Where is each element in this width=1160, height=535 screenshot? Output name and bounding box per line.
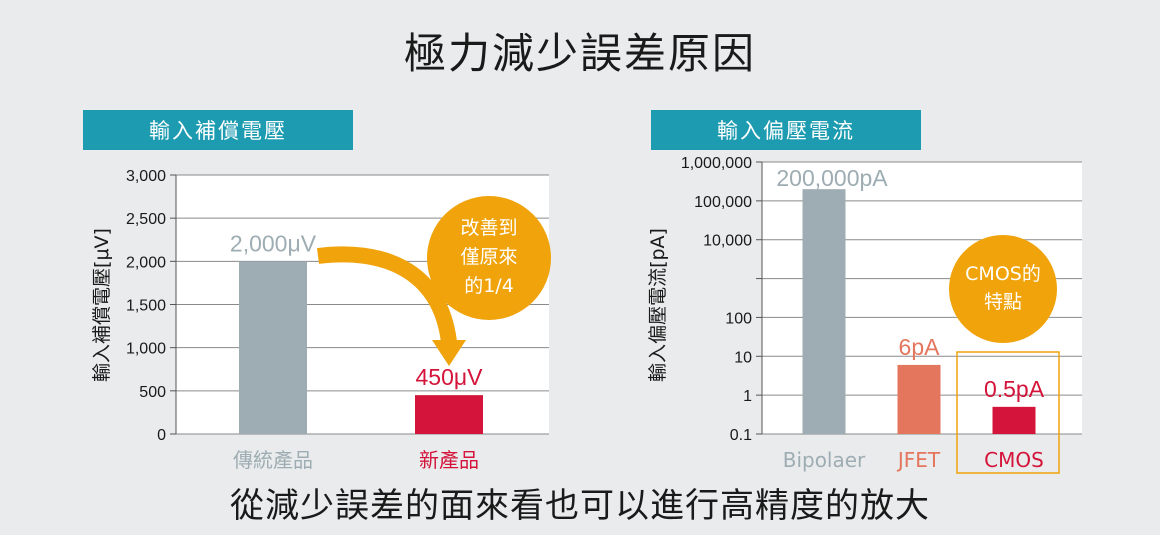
bias-current-chart: 0.1 1 10 100 10,000 100,000 1,000,000 200,000p… [647, 155, 1082, 474]
category-label: CMOS [984, 448, 1044, 472]
bar [239, 261, 307, 434]
callout-bubble [949, 235, 1057, 343]
page-title: 極力減少誤差原因 [403, 29, 756, 78]
chart-tag-offset-voltage: 輸入補償電壓 [83, 110, 353, 150]
y-tick-label: 1 [743, 388, 752, 405]
bar [992, 406, 1036, 434]
callout-line-2: 僅原來 [460, 246, 517, 268]
improvement-arrow-head [432, 340, 466, 366]
y-tick-label: 1,000 [126, 341, 166, 358]
y-tick-label: 2,500 [126, 211, 166, 228]
category-label: JFET [896, 448, 941, 472]
bar [897, 364, 941, 434]
offset-voltage-chart: 0 500 1,000 1,500 2,000 2,500 3,000 2,000μV 傳統產… [91, 168, 551, 472]
callout-line-3: 的1/4 [464, 275, 514, 297]
y-tick-label: 1,000,000 [681, 155, 752, 172]
y-tick-label: 100 [725, 310, 752, 327]
bar-value-label: 2,000μV [230, 230, 317, 256]
chart-tag-bias-current: 輸入偏壓電流 [651, 110, 921, 150]
y-axis-title: 輸入偏壓電流[pA] [647, 228, 669, 382]
bar [415, 395, 483, 434]
category-label: 傳統產品 [233, 448, 313, 472]
footer-caption: 從減少誤差的面來看也可以進行高精度的放大 [230, 486, 930, 526]
callout-line-1: 改善到 [460, 217, 517, 239]
category-label: Bipolaer [783, 448, 866, 472]
y-tick-label: 100,000 [694, 194, 752, 211]
category-label: 新產品 [419, 448, 479, 472]
y-tick-label: 2,000 [126, 254, 166, 271]
y-tick-label: 0.1 [730, 427, 752, 444]
bar-value-label: 200,000pA [776, 165, 888, 191]
y-tick-label: 1,500 [126, 298, 166, 315]
y-tick-label: 10 [734, 349, 752, 366]
callout-line-2: 特點 [984, 291, 1022, 313]
cmos-highlight-box [956, 351, 1060, 474]
callout-line-1: CMOS的 [965, 263, 1041, 285]
y-tick-label: 500 [139, 384, 166, 401]
y-axis-title: 輸入補償電壓[μV] [91, 228, 113, 382]
y-tick-label: 0 [157, 427, 166, 444]
bar [802, 189, 846, 434]
callout-bubble [427, 196, 551, 320]
bar-value-label: 0.5pA [984, 376, 1045, 402]
y-tick-label: 3,000 [126, 168, 166, 185]
bar-value-label: 450μV [416, 364, 484, 390]
bar-value-label: 6pA [899, 334, 941, 360]
improvement-arrow [316, 246, 457, 344]
y-tick-label: 10,000 [703, 233, 752, 250]
